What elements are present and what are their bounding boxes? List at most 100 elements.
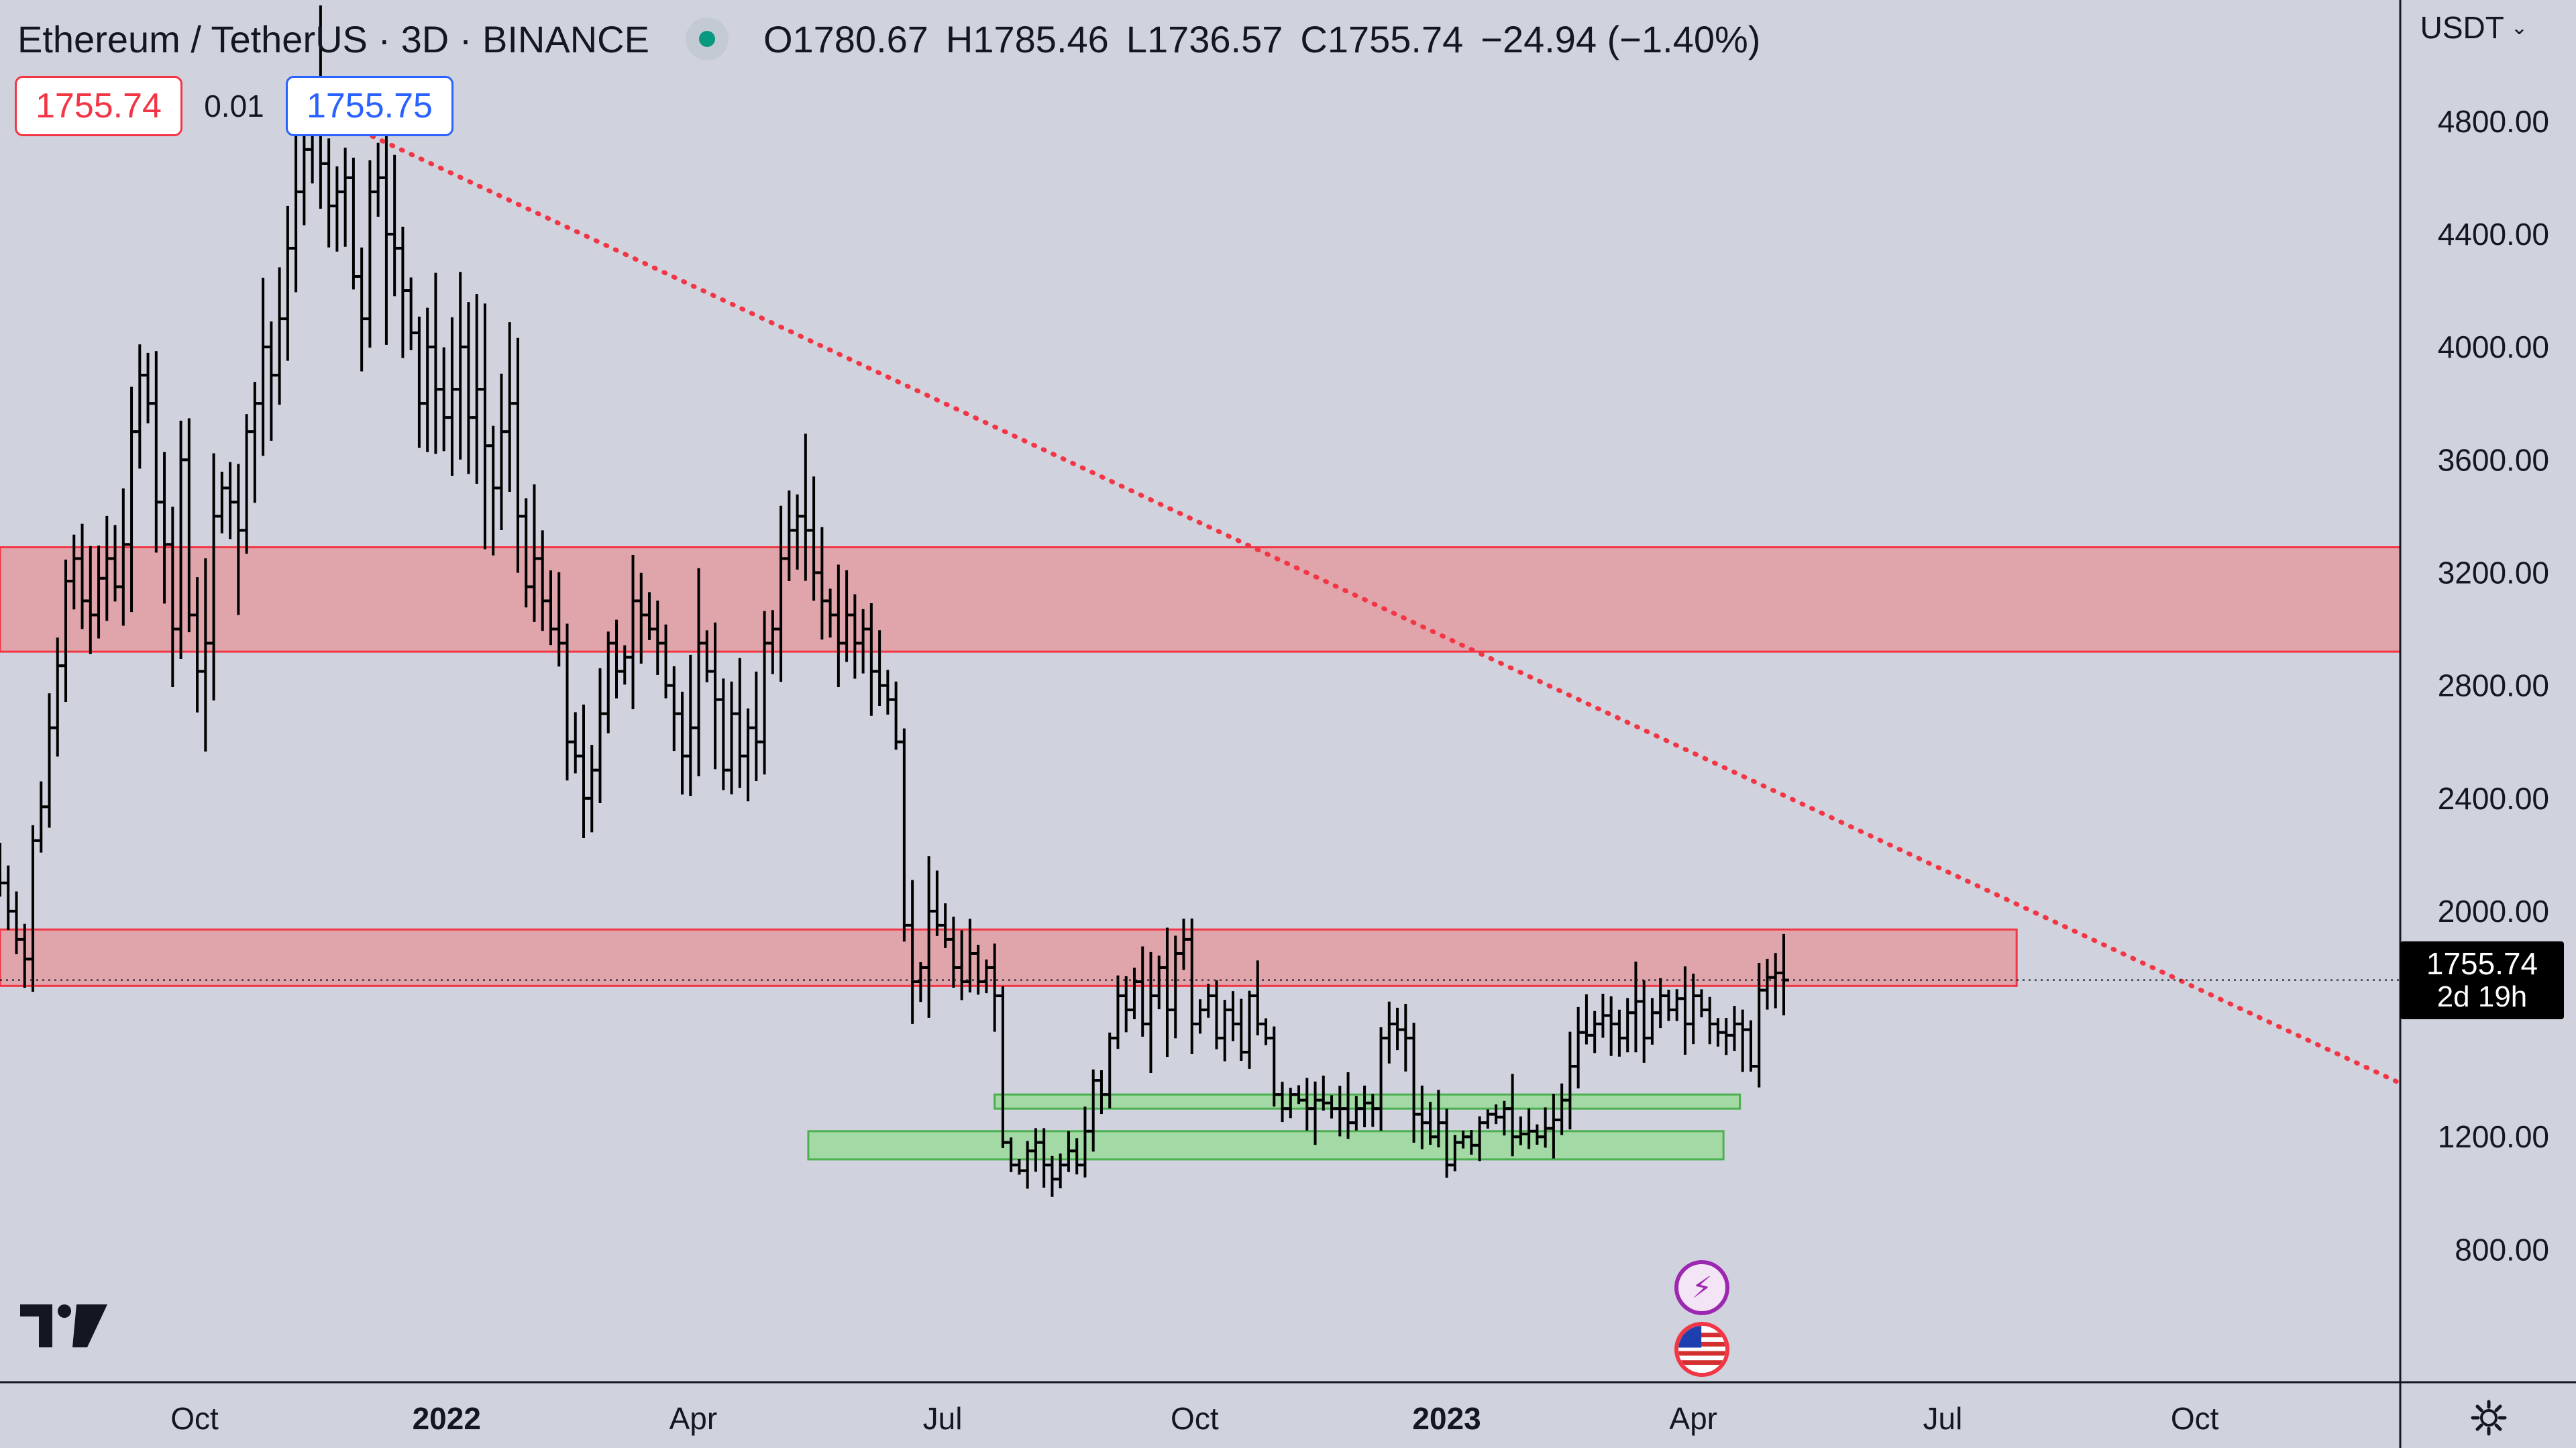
ohlc-bar — [890, 681, 902, 750]
ohlc-bar — [488, 425, 499, 556]
resistance-zone-2 — [0, 928, 2018, 987]
ohlc-bar — [1408, 1023, 1419, 1143]
ohlc-bar — [1244, 990, 1255, 1069]
ohlc-bar — [36, 781, 47, 853]
bar-countdown: 2d 19h — [2436, 980, 2528, 1013]
ohlc-bar — [405, 277, 417, 350]
last-price-label: 1755.74 2d 19h — [2400, 941, 2564, 1019]
ohlc-bar — [1737, 1009, 1748, 1072]
ohlc-bar — [3, 865, 14, 931]
ohlc-bar — [1589, 1011, 1601, 1053]
support-zone-3 — [994, 1093, 1741, 1110]
sell-button[interactable]: 1755.74 — [15, 76, 182, 136]
price-tick-label: 4800.00 — [2438, 104, 2549, 139]
ohlc-values: O1780.67 H1785.46 L1736.57 C1755.74 −24.… — [763, 17, 1761, 61]
ohlc-bar — [249, 382, 260, 503]
price-tick-label: 4000.00 — [2438, 329, 2549, 364]
price-tick-label: 3600.00 — [2438, 442, 2549, 477]
spread-value: 0.01 — [204, 89, 264, 123]
ohlc-bar — [356, 247, 368, 372]
ohlc-bar — [339, 148, 351, 247]
buy-button[interactable]: 1755.75 — [285, 76, 453, 136]
us-flag-icon[interactable] — [1674, 1322, 1729, 1377]
ohlc-bar — [1482, 1109, 1493, 1129]
price-scale-ticks[interactable]: 800.00 1200.00 2000.00 2400.00 2800.00 3200.0… — [2438, 104, 2549, 1268]
lightning-bolt-icon[interactable]: ⚡ — [1674, 1260, 1729, 1315]
time-tick-label: Jul — [923, 1401, 963, 1436]
ohlc-bar — [1729, 1006, 1740, 1051]
chevron-down-icon: ⌄ — [2510, 16, 2528, 39]
price-tick-label: 2000.00 — [2438, 894, 2549, 929]
trade-buttons: 1755.74 0.01 1755.75 — [15, 75, 453, 137]
ohlc-bar — [225, 462, 236, 539]
currency-selector[interactable]: USDT ⌄ — [2420, 9, 2528, 46]
resistance-zone-1 — [0, 546, 2402, 653]
ohlc-bar — [331, 166, 343, 252]
ohlc-bar — [1572, 1006, 1584, 1089]
ohlc-bar — [1638, 980, 1650, 1063]
ohlc-open: O1780.67 — [763, 17, 928, 60]
market-status-icon[interactable] — [685, 17, 729, 60]
ohlc-bar — [1260, 1018, 1272, 1045]
time-tick-label: Apr — [1669, 1401, 1717, 1436]
time-tick-label: 2022 — [413, 1401, 481, 1436]
ohlc-bar — [997, 986, 1008, 1148]
ohlc-bar — [1046, 1155, 1058, 1197]
ohlc-bar — [677, 691, 688, 795]
ohlc-bar — [413, 316, 425, 448]
descending-trendline — [301, 102, 2403, 1086]
ohlc-bar — [258, 277, 269, 456]
zones-layer — [0, 546, 2402, 1161]
ohlc-bar — [734, 658, 745, 788]
price-tick-label: 1200.00 — [2438, 1119, 2549, 1154]
ohlc-bar — [347, 158, 359, 290]
ohlc-bar — [1228, 991, 1239, 1041]
ohlc-bar — [496, 373, 507, 531]
time-tick-label: 2023 — [1412, 1401, 1481, 1436]
ohlc-bar — [1613, 1009, 1625, 1057]
ohlc-bar — [570, 712, 581, 774]
gear-icon[interactable] — [2470, 1399, 2508, 1437]
ohlc-bar — [455, 272, 466, 460]
ohlc-bar — [134, 344, 146, 469]
ohlc-bar — [1014, 1159, 1025, 1175]
ohlc-bar — [1646, 998, 1658, 1045]
ohlc-bar — [282, 205, 293, 361]
ohlc-bar — [216, 472, 227, 533]
ohlc-bars-layer — [0, 5, 1789, 1197]
ohlc-bar — [430, 272, 441, 454]
price-tick-label: 3200.00 — [2438, 555, 2549, 590]
ohlc-bar — [463, 302, 474, 474]
symbol-title[interactable]: Ethereum / TetherUS · 3D · BINANCE — [17, 17, 649, 60]
ohlc-bar — [52, 637, 63, 757]
ohlc-close: C1755.74 — [1300, 17, 1464, 60]
time-scale-ticks[interactable]: Oct 2022 Apr Jul Oct 2023 Apr Jul Oct — [170, 1401, 2218, 1436]
price-tick-label: 4400.00 — [2438, 217, 2549, 252]
symbol-legend[interactable]: Ethereum / TetherUS · 3D · BINANCE O1780… — [17, 12, 1760, 66]
ohlc-bar — [898, 728, 910, 942]
ohlc-bar — [1671, 989, 1682, 1021]
ohlc-bar — [380, 120, 392, 345]
ohlc-bar — [578, 705, 589, 838]
ohlc-bar — [1334, 1086, 1346, 1137]
ohlc-bar — [44, 693, 55, 828]
ohlc-bar — [1375, 1027, 1387, 1131]
ohlc-bar — [504, 322, 515, 492]
time-tick-label: Oct — [1171, 1401, 1219, 1436]
support-zone-4 — [807, 1130, 1725, 1161]
ohlc-bar — [743, 708, 754, 802]
ohlc-bar — [1564, 1031, 1576, 1130]
ohlc-bar — [882, 670, 894, 715]
ohlc-bar — [397, 226, 409, 358]
price-tick-label: 2800.00 — [2438, 668, 2549, 703]
ohlc-low: L1736.57 — [1126, 17, 1283, 60]
time-tick-label: Jul — [1923, 1401, 1962, 1436]
price-tick-label: 800.00 — [2455, 1232, 2549, 1267]
ohlc-bar — [586, 745, 598, 833]
time-tick-label: Apr — [669, 1401, 718, 1436]
tradingview-logo-icon[interactable] — [20, 1302, 107, 1350]
ohlc-bar — [1745, 1020, 1756, 1072]
ohlc-bar — [422, 307, 433, 452]
